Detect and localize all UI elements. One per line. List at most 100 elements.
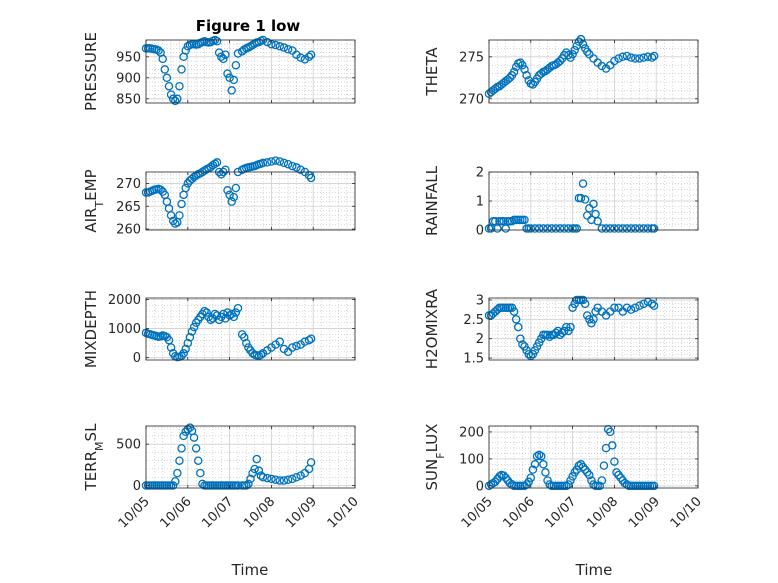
- y-tick-label: 0: [476, 224, 484, 239]
- data-point: [631, 54, 640, 63]
- data-point: [518, 60, 527, 70]
- data-point: [181, 344, 190, 354]
- data-point: [574, 461, 584, 470]
- data-point: [597, 61, 607, 71]
- data-point: [491, 84, 500, 93]
- data-point: [562, 481, 571, 491]
- data-point: [597, 476, 607, 485]
- y-tick-label: 2.5: [463, 313, 484, 328]
- data-point: [639, 53, 648, 62]
- data-point: [225, 73, 234, 83]
- y-axis-label: PRESSURE: [82, 32, 100, 111]
- data-point: [171, 96, 180, 106]
- data-point: [568, 472, 577, 481]
- data-point: [258, 473, 268, 482]
- x-tick-label: 10/08: [584, 494, 621, 531]
- x-tick-label: 10/07: [542, 494, 579, 531]
- y-axis-label: SUNFLUX: [423, 424, 447, 491]
- data-point: [262, 37, 272, 47]
- y-axis-label: H2OMIXRA: [423, 288, 441, 369]
- data-point: [511, 315, 521, 324]
- data-point: [292, 163, 301, 172]
- y-tick-label: 3: [476, 293, 484, 308]
- data-point: [534, 224, 544, 233]
- x-tick-label: 10/05: [116, 494, 153, 531]
- data-point: [518, 340, 527, 349]
- y-axis-label: TERRMSL: [82, 423, 106, 492]
- data-point: [279, 158, 289, 168]
- data-point: [160, 65, 170, 74]
- data-point: [635, 301, 644, 310]
- data-point: [622, 51, 632, 61]
- data-point: [580, 195, 590, 204]
- data-point: [200, 306, 209, 316]
- data-point: [543, 330, 552, 340]
- y-tick-label: 1.5: [463, 352, 484, 367]
- data-point: [210, 159, 220, 169]
- data-point: [622, 303, 632, 312]
- y-tick-label: 2: [476, 166, 484, 181]
- x-tick-label: 10/08: [241, 494, 278, 531]
- data-point: [526, 473, 536, 483]
- data-point: [288, 161, 297, 171]
- data-point: [181, 46, 190, 55]
- y-tick-label: 275: [459, 50, 484, 65]
- x-tick-label: 10/09: [626, 494, 663, 531]
- data-point: [258, 158, 268, 168]
- y-tick-label: 1000: [108, 322, 141, 337]
- data-point: [227, 197, 236, 206]
- data-point: [288, 474, 297, 484]
- data-point: [564, 50, 573, 60]
- data-point: [649, 224, 659, 233]
- data-point: [233, 481, 243, 490]
- y-tick-label: 0: [133, 479, 141, 494]
- data-point: [173, 94, 182, 104]
- subplot-air-temp: 260 265 270 AIRTEMP: [82, 156, 356, 238]
- data-point: [532, 451, 542, 461]
- data-point: [526, 224, 536, 233]
- subplot-sun-flux: 0 100 200 10/05 10/06 10/07 10/08 10/09 10/10 SUN…: [423, 424, 705, 532]
- y-tick-label: 2000: [108, 293, 141, 308]
- y-tick-label: 500: [116, 438, 141, 453]
- data-point: [283, 44, 293, 54]
- data-point: [262, 158, 272, 167]
- axes-box: [488, 425, 699, 489]
- data-point: [516, 334, 525, 343]
- data-point: [200, 166, 209, 175]
- data-point: [614, 54, 623, 63]
- x-axis-label-left: Time: [231, 561, 269, 579]
- data-point: [185, 333, 195, 342]
- data-point: [543, 476, 552, 485]
- data-point: [189, 433, 199, 442]
- data-point: [639, 224, 648, 233]
- data-point: [574, 37, 584, 46]
- data-point: [647, 53, 657, 62]
- data-point: [221, 165, 230, 174]
- data-point: [555, 56, 565, 66]
- data-point: [528, 80, 538, 89]
- data-point: [183, 338, 193, 348]
- data-point: [618, 224, 628, 233]
- data-point: [292, 341, 301, 351]
- data-point: [555, 224, 565, 233]
- data-point: [166, 343, 176, 352]
- data-point: [626, 305, 636, 314]
- data-point: [231, 308, 241, 317]
- data-point: [505, 73, 515, 83]
- data-point: [208, 160, 218, 170]
- data-point: [275, 337, 285, 346]
- data-point: [246, 474, 255, 484]
- data-point: [499, 471, 508, 480]
- data-point: [168, 94, 178, 104]
- subplot-rainfall: 0 1 2 RAINFALL: [423, 165, 699, 239]
- data-point: [306, 50, 316, 59]
- data-point: [300, 55, 310, 64]
- data-point: [522, 71, 531, 80]
- data-point: [578, 39, 588, 49]
- data-point: [231, 60, 241, 70]
- data-point: [610, 56, 619, 66]
- data-point: [306, 334, 316, 344]
- data-point: [537, 69, 546, 78]
- data-point: [610, 457, 619, 466]
- data-point: [631, 224, 640, 233]
